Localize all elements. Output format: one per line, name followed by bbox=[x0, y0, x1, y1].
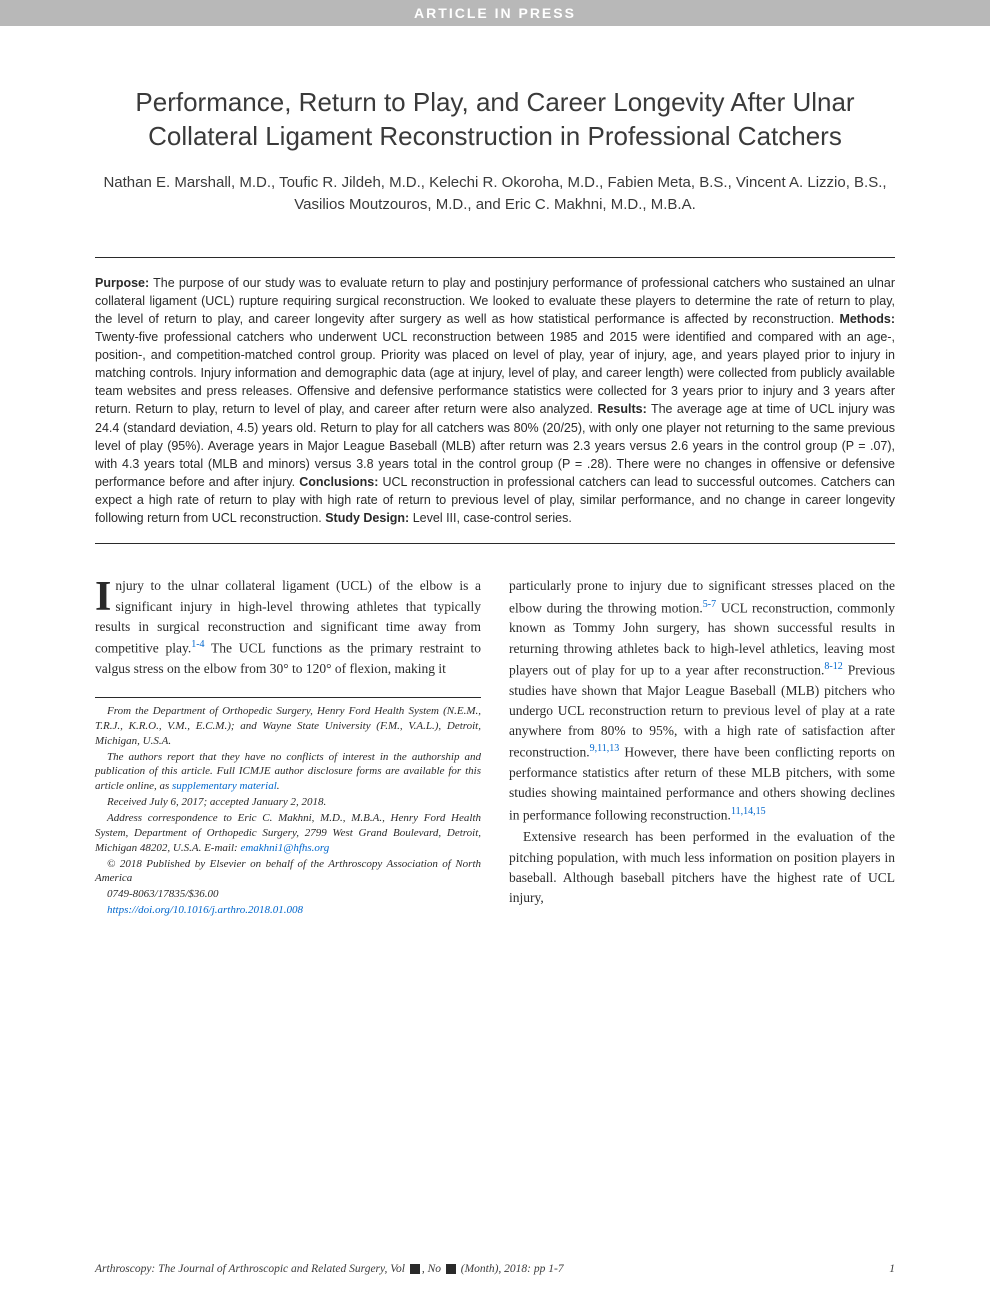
article-in-press-banner: ARTICLE IN PRESS bbox=[0, 0, 990, 26]
page-number: 1 bbox=[889, 1263, 895, 1275]
left-column: Injury to the ulnar collateral ligament … bbox=[95, 576, 481, 919]
ref-11-14-15[interactable]: 11,14,15 bbox=[731, 806, 766, 817]
journal-citation: Arthroscopy: The Journal of Arthroscopic… bbox=[95, 1263, 564, 1275]
issue-placeholder-icon bbox=[446, 1264, 456, 1274]
dates-note: Received July 6, 2017; accepted January … bbox=[95, 795, 481, 810]
abstract-bottom-rule bbox=[95, 543, 895, 544]
ref-5-7[interactable]: 5-7 bbox=[703, 599, 716, 610]
footnotes-block: From the Department of Orthopedic Surger… bbox=[95, 704, 481, 918]
abstract-block: Purpose: The purpose of our study was to… bbox=[95, 274, 895, 528]
issn-note: 0749-8063/17835/$36.00 bbox=[95, 887, 481, 902]
dropcap: I bbox=[95, 576, 115, 614]
abstract-top-rule bbox=[95, 257, 895, 258]
correspondence-note: Address correspondence to Eric C. Makhni… bbox=[95, 811, 481, 856]
design-text: Level III, case-control series. bbox=[409, 511, 572, 525]
supplementary-material-link[interactable]: supplementary material bbox=[172, 780, 277, 792]
copyright-note: © 2018 Published by Elsevier on behalf o… bbox=[95, 857, 481, 887]
intro-paragraph: Injury to the ulnar collateral ligament … bbox=[95, 576, 481, 679]
email-link[interactable]: emakhni1@hfhs.org bbox=[240, 842, 329, 854]
right-column: particularly prone to injury due to sign… bbox=[509, 576, 895, 919]
article-title: Performance, Return to Play, and Career … bbox=[95, 86, 895, 154]
methods-label: Methods: bbox=[839, 312, 895, 326]
conclusions-label: Conclusions: bbox=[299, 475, 378, 489]
ref-1-4[interactable]: 1-4 bbox=[191, 639, 204, 650]
running-footer: Arthroscopy: The Journal of Arthroscopic… bbox=[95, 1263, 895, 1275]
results-label: Results: bbox=[597, 402, 646, 416]
footnote-rule bbox=[95, 697, 481, 698]
author-list: Nathan E. Marshall, M.D., Toufic R. Jild… bbox=[95, 172, 895, 217]
ref-9-11-13[interactable]: 9,11,13 bbox=[590, 743, 620, 754]
coi-note: The authors report that they have no con… bbox=[95, 750, 481, 795]
volume-placeholder-icon bbox=[410, 1264, 420, 1274]
col2-paragraph-2: Extensive research has been performed in… bbox=[509, 827, 895, 908]
col2-paragraph-1: particularly prone to injury due to sign… bbox=[509, 576, 895, 825]
affiliation-note: From the Department of Orthopedic Surger… bbox=[95, 704, 481, 749]
purpose-text: The purpose of our study was to evaluate… bbox=[95, 276, 895, 326]
purpose-label: Purpose: bbox=[95, 276, 149, 290]
doi-note: https://doi.org/10.1016/j.arthro.2018.01… bbox=[95, 903, 481, 918]
design-label: Study Design: bbox=[325, 511, 409, 525]
ref-8-12[interactable]: 8-12 bbox=[824, 661, 842, 672]
doi-link[interactable]: https://doi.org/10.1016/j.arthro.2018.01… bbox=[107, 904, 303, 916]
body-columns: Injury to the ulnar collateral ligament … bbox=[95, 576, 895, 919]
page-content: Performance, Return to Play, and Career … bbox=[0, 26, 990, 949]
